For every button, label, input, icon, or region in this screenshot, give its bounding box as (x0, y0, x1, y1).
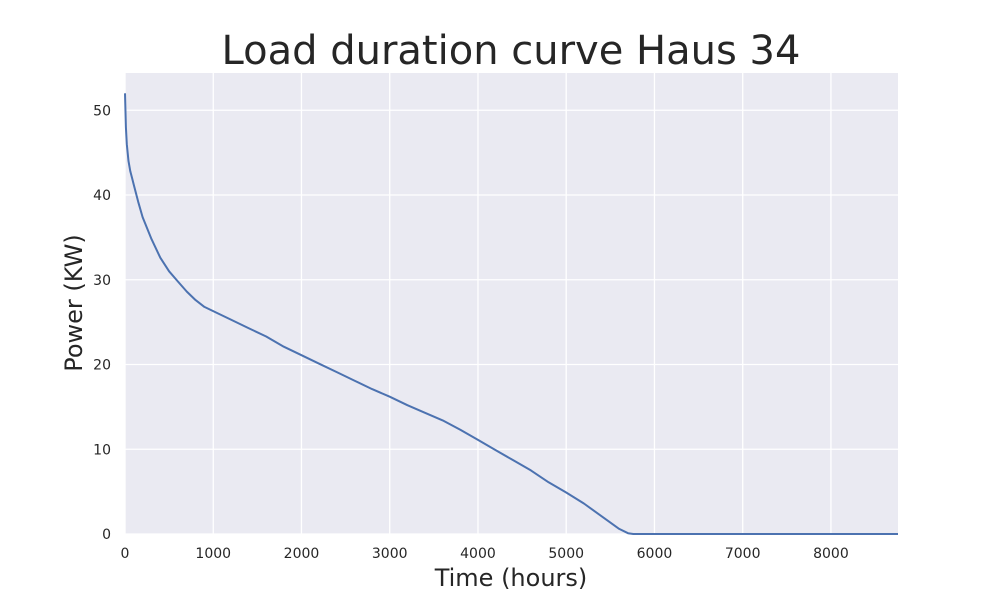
y-tick-label: 50 (93, 103, 111, 119)
x-tick-label: 5000 (548, 546, 584, 562)
chart-title: Load duration curve Haus 34 (222, 28, 801, 74)
plot-background (125, 73, 898, 534)
x-tick-label: 7000 (725, 546, 761, 562)
x-tick-label: 3000 (372, 546, 408, 562)
series-group (124, 93, 898, 535)
x-tick-label: 2000 (284, 546, 320, 562)
series-line (124, 93, 898, 535)
y-tick-label: 30 (93, 273, 111, 289)
y-axis-label: Power (KW) (60, 234, 88, 372)
x-axis-label: Time (hours) (434, 564, 588, 592)
x-tick-label: 8000 (813, 546, 849, 562)
x-tick-label: 6000 (637, 546, 673, 562)
x-tick-label: 1000 (195, 546, 231, 562)
y-tick-label: 40 (93, 188, 111, 204)
x-tick-label: 4000 (460, 546, 496, 562)
y-tick-label: 20 (93, 358, 111, 374)
y-tick-label: 0 (102, 527, 111, 543)
x-tick-label: 0 (121, 546, 130, 562)
tick-labels: 0 1000 2000 3000 4000 5000 6000 7000 8000 0 10 20 30… (93, 103, 849, 562)
y-tick-label: 10 (93, 442, 111, 458)
